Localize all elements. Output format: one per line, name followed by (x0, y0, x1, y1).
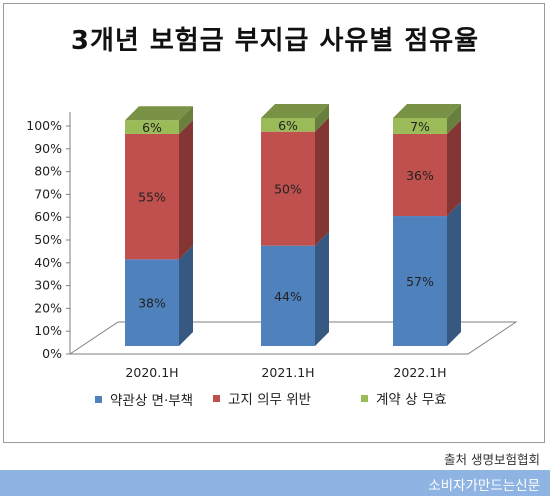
bar-segment (393, 216, 447, 346)
bar-segment (261, 118, 315, 132)
data-label: 50% (274, 182, 302, 197)
footer-bar: 소비자가만드는신문 (0, 470, 550, 496)
data-label: 7% (410, 119, 430, 134)
bar-segment (125, 120, 179, 134)
bar-segment-side (315, 117, 329, 246)
bar-segment (393, 133, 447, 217)
x-tick-label: 2022.1H (393, 365, 446, 380)
legend-item-series-2: 고지 의무 위반 (213, 388, 311, 408)
legend-item-series-3: 계약 상 무효 (361, 388, 447, 408)
bar-segment-side (447, 119, 461, 217)
data-label: 55% (138, 190, 166, 205)
bar-segment (261, 245, 315, 346)
data-label: 44% (274, 289, 302, 304)
legend-label-series-2: 고지 의무 위반 (228, 392, 312, 408)
legend-label-series-1: 약관상 면·부책 (110, 393, 194, 409)
y-tick-label: 70% (34, 186, 62, 201)
y-tick-label: 20% (34, 300, 62, 315)
x-tick-label: 2020.1H (125, 365, 178, 380)
legend-label-series-3: 계약 상 무효 (376, 392, 447, 408)
data-label: 38% (138, 296, 166, 311)
y-tick-label: 10% (34, 323, 62, 338)
y-tick-label: 30% (34, 278, 62, 293)
legend-swatch-series-3 (361, 395, 368, 402)
legend-swatch-series-2 (213, 395, 220, 402)
y-tick-label: 90% (34, 141, 62, 156)
bar-segment-top (125, 106, 193, 121)
bar-segment-top (261, 104, 329, 118)
data-label: 57% (406, 274, 434, 289)
bar-segment-top (393, 104, 461, 118)
bar-segment-side (315, 231, 329, 346)
y-tick-label: 40% (34, 255, 62, 270)
y-tick-label: 60% (34, 209, 62, 224)
x-tick-label: 2021.1H (261, 365, 314, 380)
data-label: 6% (278, 118, 298, 133)
chart-title: 3개년 보험금 부지급 사유별 점유율 (70, 26, 480, 56)
y-tick-label: 80% (34, 164, 62, 179)
footer-brand: 소비자가만드는신문 (428, 478, 540, 494)
y-tick-label: 50% (34, 232, 62, 247)
legend-item-series-1: 약관상 면·부책 (95, 388, 205, 415)
bar-segment-side (447, 104, 461, 134)
legend-swatch-series-1 (95, 396, 102, 403)
bar-segment (125, 259, 179, 346)
bar-segment (393, 118, 447, 134)
source-note: 출처 생명보험협회 (444, 452, 540, 467)
bar-segment (125, 133, 179, 260)
data-label: 6% (142, 120, 162, 135)
bar-segment-side (315, 104, 329, 132)
bar-segment (261, 131, 315, 246)
bar-segment-side (179, 106, 193, 134)
chart-plot: 0% 10% 20% 30% 40% 50% 60% 70% 80% 90% 100% 38% 55% 6… (26, 104, 518, 380)
y-tick-label: 100% (26, 118, 62, 133)
bar-segment-side (179, 245, 193, 346)
bar-segment-side (179, 119, 193, 260)
bar-segment-side (447, 202, 461, 346)
y-tick-label: 0% (42, 346, 62, 361)
data-label: 36% (406, 168, 434, 183)
